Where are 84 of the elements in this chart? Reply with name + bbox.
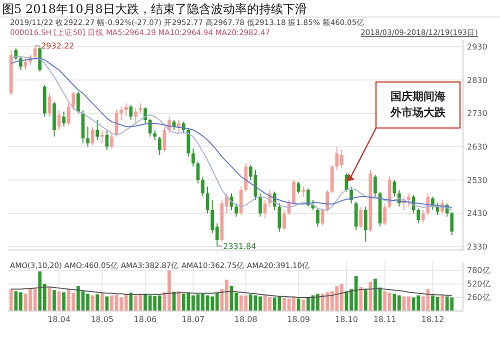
- candlestick: [296, 181, 300, 194]
- bar: [9, 289, 13, 311]
- y-tick-label: 2630: [467, 142, 488, 152]
- candlestick: [134, 108, 138, 124]
- candlestick: [153, 130, 157, 140]
- x-tick-label: 18.08: [234, 315, 258, 324]
- line-series: [10, 286, 452, 298]
- candlestick: [100, 130, 104, 144]
- candlestick: [177, 120, 180, 134]
- x-tick-label: 18.06: [134, 315, 157, 324]
- bar: [129, 292, 133, 311]
- y-tick-label: 2830: [467, 76, 488, 85]
- candlestick: [278, 202, 282, 232]
- candlestick: [350, 186, 353, 204]
- candlestick: [129, 104, 133, 120]
- candlestick: [76, 91, 80, 114]
- candlestick: [96, 120, 100, 140]
- candlestick: [450, 211, 454, 236]
- y-tick-label: 2430: [467, 209, 488, 218]
- candlestick: [416, 208, 420, 224]
- annotation: 2331.84: [223, 242, 256, 251]
- x-tick-label: 18.11: [373, 315, 396, 324]
- candlestick: [316, 208, 320, 228]
- candlestick: [392, 180, 396, 198]
- x-tick-label: 18.12: [421, 315, 444, 324]
- candlestick: [66, 102, 70, 126]
- candlestick: [374, 174, 377, 198]
- candlestick: [326, 190, 329, 212]
- candlestick: [263, 200, 267, 219]
- annotation: 国庆期间海外市场大跌: [390, 90, 446, 119]
- candlestick: [90, 126, 94, 146]
- bar: [364, 289, 368, 311]
- annotation: 2932.22: [41, 42, 74, 51]
- y-tick-label: 2730: [467, 109, 488, 118]
- candlestick: [282, 210, 286, 230]
- bar: [177, 291, 180, 311]
- y-tick-label: 2330: [467, 242, 488, 252]
- candlestick: [306, 188, 310, 208]
- candlestick: [48, 92, 52, 118]
- x-tick-label: 18.07: [182, 315, 205, 324]
- x-tick-label: 18.09: [287, 315, 310, 324]
- candlestick: [110, 132, 114, 149]
- candlestick: [162, 126, 166, 152]
- candlestick: [144, 106, 147, 124]
- candlestick: [158, 136, 162, 156]
- y-tick-label: 520亿: [467, 280, 490, 289]
- bar: [302, 300, 306, 311]
- candlestick: [258, 192, 262, 218]
- bar: [296, 298, 300, 311]
- candlestick: [86, 126, 90, 148]
- candlestick: [383, 202, 386, 226]
- candlestick: [120, 106, 123, 120]
- candlestick: [302, 186, 306, 198]
- candlestick: [407, 192, 410, 208]
- bar: [359, 287, 363, 311]
- candlestick: [38, 46, 42, 72]
- x-tick-label: 18.04: [48, 315, 70, 324]
- x-tick-label: 18.05: [90, 315, 114, 324]
- x-tick-label: 18.10: [335, 315, 358, 324]
- candlestick: [186, 128, 190, 158]
- bar: [100, 292, 104, 311]
- candlestick: [292, 180, 296, 206]
- candlestick: [234, 202, 238, 218]
- candlestick: [244, 162, 248, 192]
- candlestick: [24, 58, 28, 70]
- bar: [52, 290, 56, 311]
- y-tick-label: 2530: [467, 176, 488, 185]
- y-tick-label: 780亿: [467, 266, 490, 276]
- candlestick: [62, 111, 66, 128]
- candlestick: [124, 102, 128, 118]
- y-tick-label: 260亿: [467, 293, 490, 302]
- candlestick: [191, 148, 195, 168]
- candlestick: [364, 206, 368, 242]
- candlestick: [201, 176, 204, 198]
- candlestick: [14, 48, 18, 60]
- candlestick: [72, 91, 76, 110]
- candlestick: [239, 186, 243, 216]
- chart-title: 图5 2018年10月8日大跌，结束了隐含波动率的持续下滑: [2, 2, 307, 16]
- candlestick: [359, 206, 363, 229]
- bar: [440, 295, 444, 311]
- bar: [62, 292, 66, 311]
- y-tick-label: 2930: [467, 42, 488, 52]
- candlestick: [421, 210, 425, 224]
- bar: [96, 294, 100, 311]
